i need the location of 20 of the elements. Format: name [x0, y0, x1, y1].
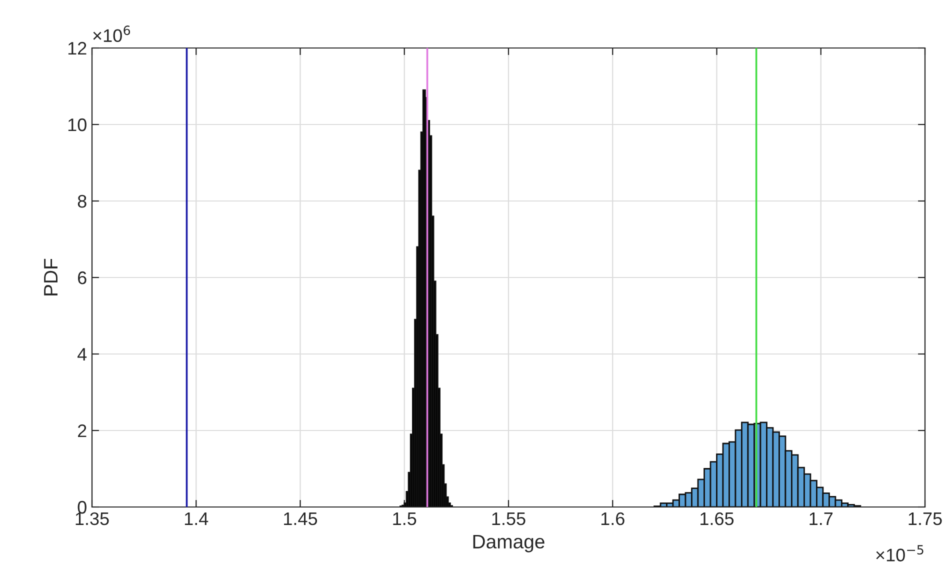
x-tick-label: 1.75 [908, 512, 942, 526]
x-tick-label: 1.5 [393, 512, 416, 526]
y-axis-title: PDF [44, 258, 58, 296]
x-axis-title: Damage [473, 534, 544, 552]
x-tick-label: 1.6 [601, 512, 624, 526]
y-tick-label: 0 [78, 500, 86, 514]
y-tick-label: 6 [78, 271, 86, 284]
x-tick-label: 1.7 [810, 512, 833, 525]
x-tick-label: 1.55 [492, 512, 526, 526]
text: ×10$^{−5}$ [876, 545, 924, 562]
x-tick-label: 1.65 [700, 512, 734, 526]
text: ×10$^{6}$ [93, 26, 130, 42]
x-tick-label: 1.35 [76, 512, 109, 526]
y-tick-label: 8 [78, 194, 86, 208]
x-tick-label: 1.45 [284, 512, 318, 526]
y-tick-label: 10 [68, 118, 86, 132]
x-tick-label: 1.4 [184, 512, 208, 525]
y-tick-label: 4 [78, 348, 87, 361]
y-tick-label: 12 [68, 42, 86, 55]
y-tick-label: 2 [78, 424, 86, 438]
